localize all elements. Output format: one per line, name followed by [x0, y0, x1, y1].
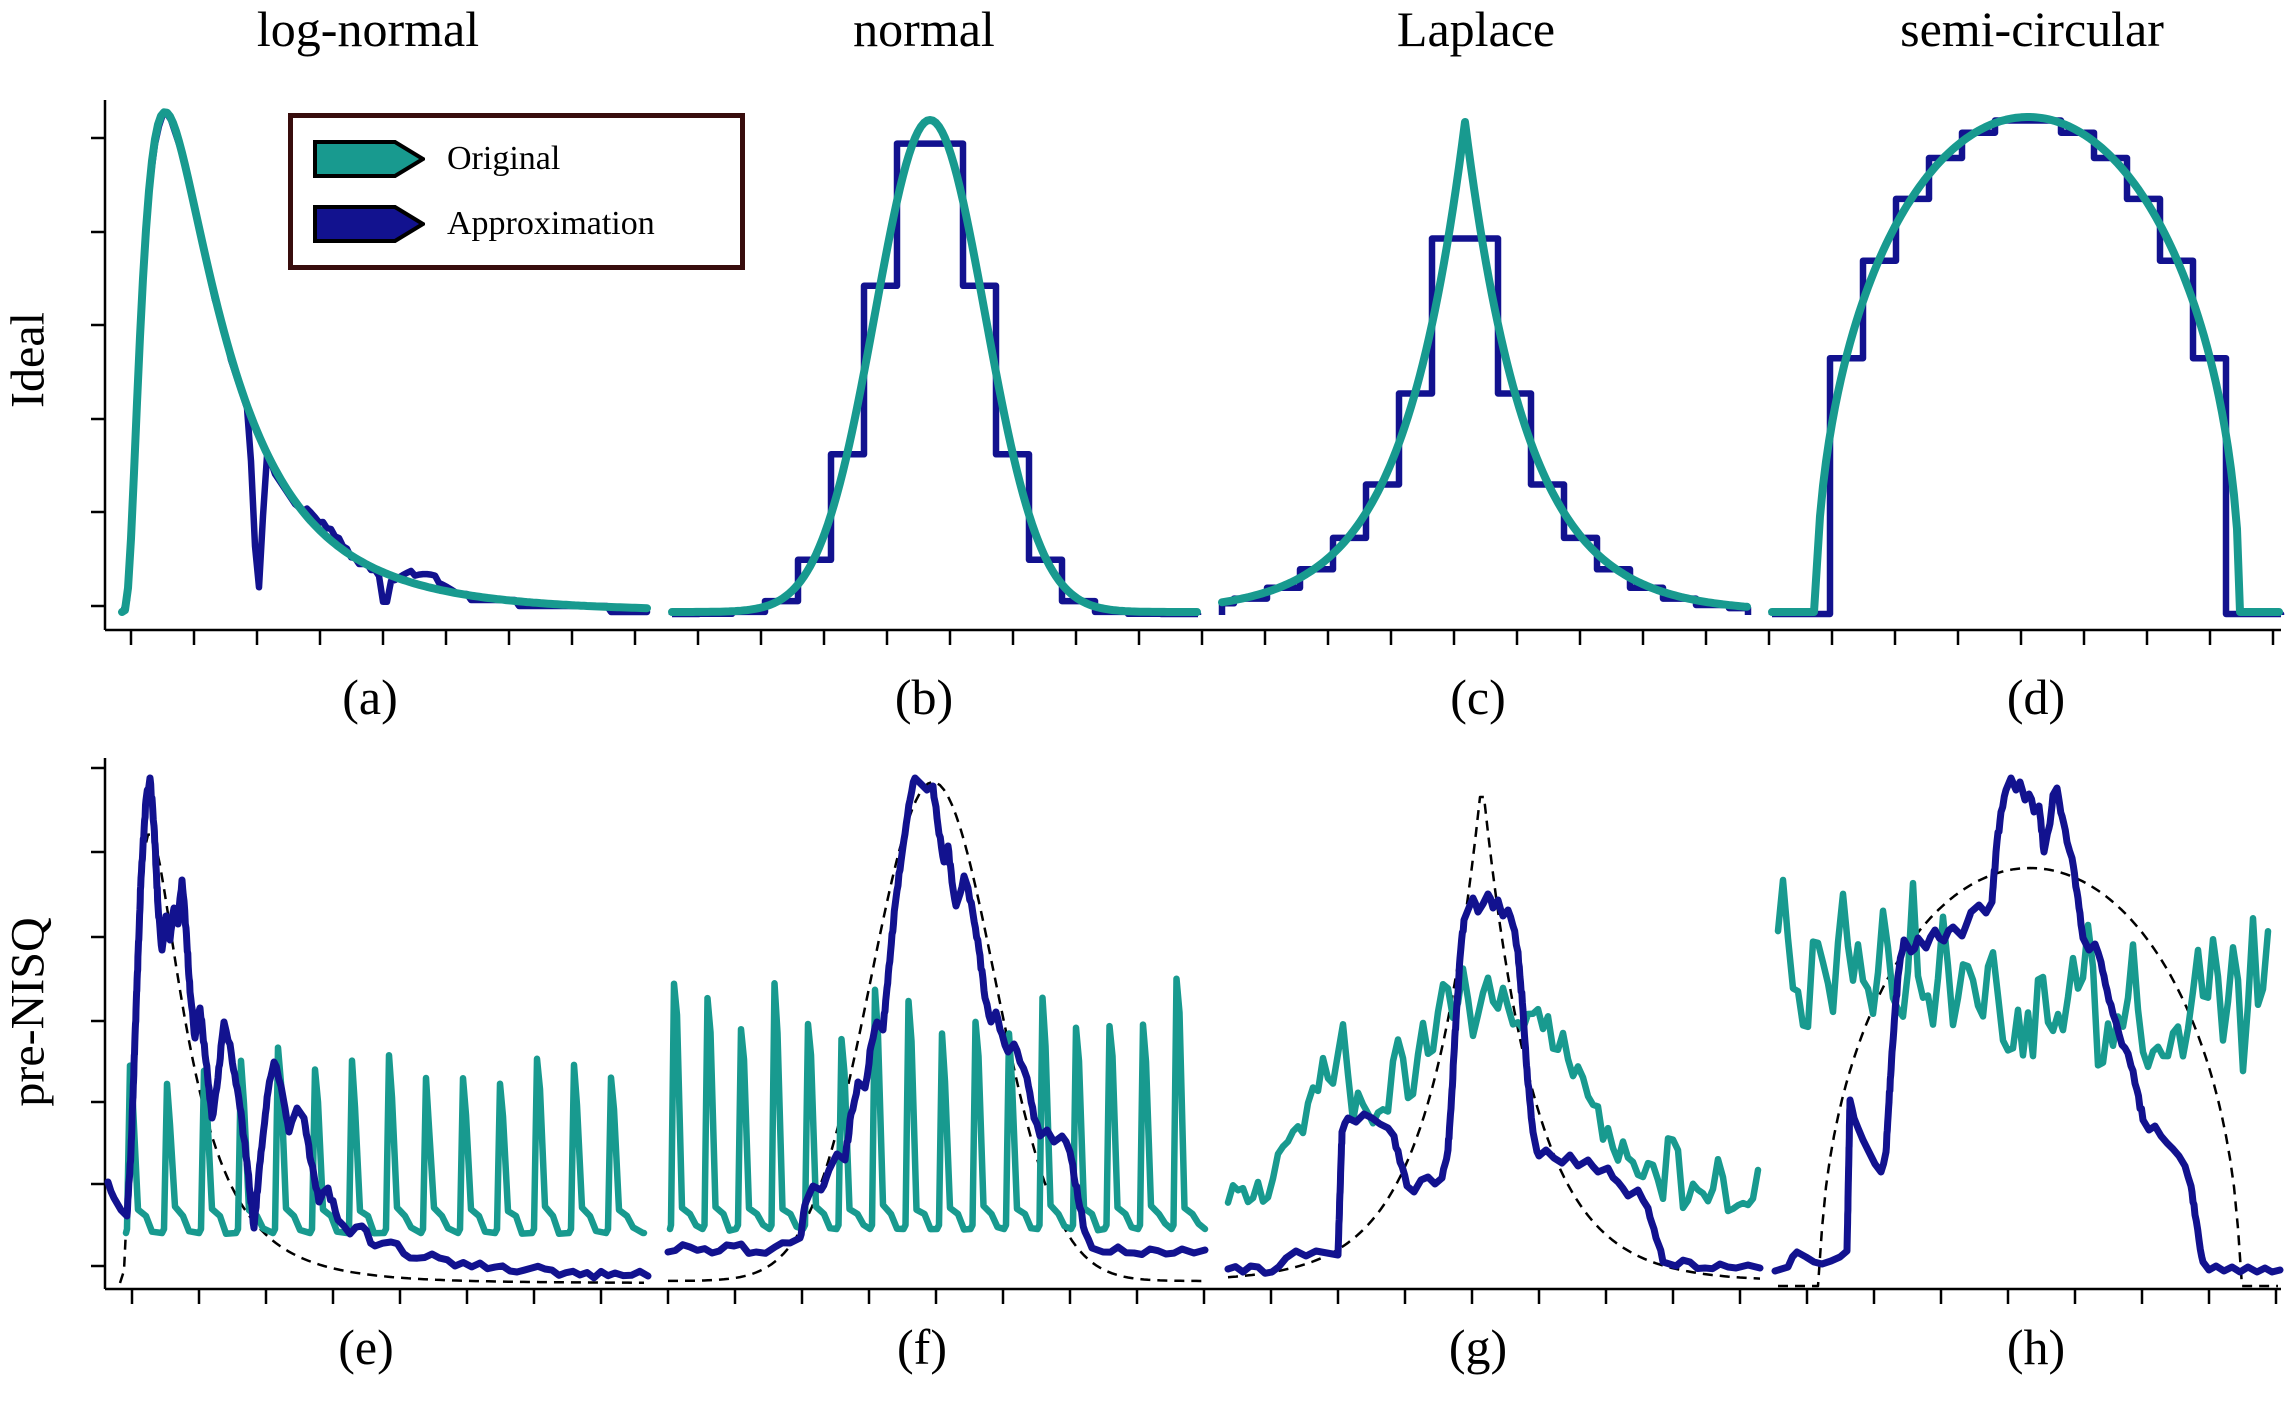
column-title-normal: normal: [853, 1, 995, 57]
panel-label-d: (d): [2006, 669, 2066, 725]
legend-entry-approximation: Approximation: [313, 202, 740, 246]
panel-label-g: (g): [1448, 1319, 1508, 1375]
row-label-ideal: Ideal: [1, 312, 55, 408]
panel-label-e: (e): [338, 1319, 394, 1375]
legend-entry-original: Original: [313, 137, 740, 181]
column-title-log-normal: log-normal: [256, 1, 480, 57]
column-title-laplace: Laplace: [1396, 1, 1556, 57]
panel-label-h: (h): [2006, 1319, 2066, 1375]
legend-label-approximation: Approximation: [447, 205, 655, 243]
legend-label-original: Original: [447, 139, 561, 177]
panel-label-f: (f): [897, 1319, 947, 1375]
legend-swatch-original-icon: [313, 139, 425, 178]
legend-swatch-approximation-icon: [313, 205, 425, 244]
column-title-semi-circular: semi-circular: [1900, 1, 2164, 57]
panel-label-c: (c): [1450, 669, 1506, 725]
legend: Original Approximation: [288, 113, 745, 270]
panel-label-b: (b): [894, 669, 954, 725]
panel-label-a: (a): [342, 669, 398, 725]
row-label-pre-nisq: pre-NISQ: [1, 917, 55, 1107]
